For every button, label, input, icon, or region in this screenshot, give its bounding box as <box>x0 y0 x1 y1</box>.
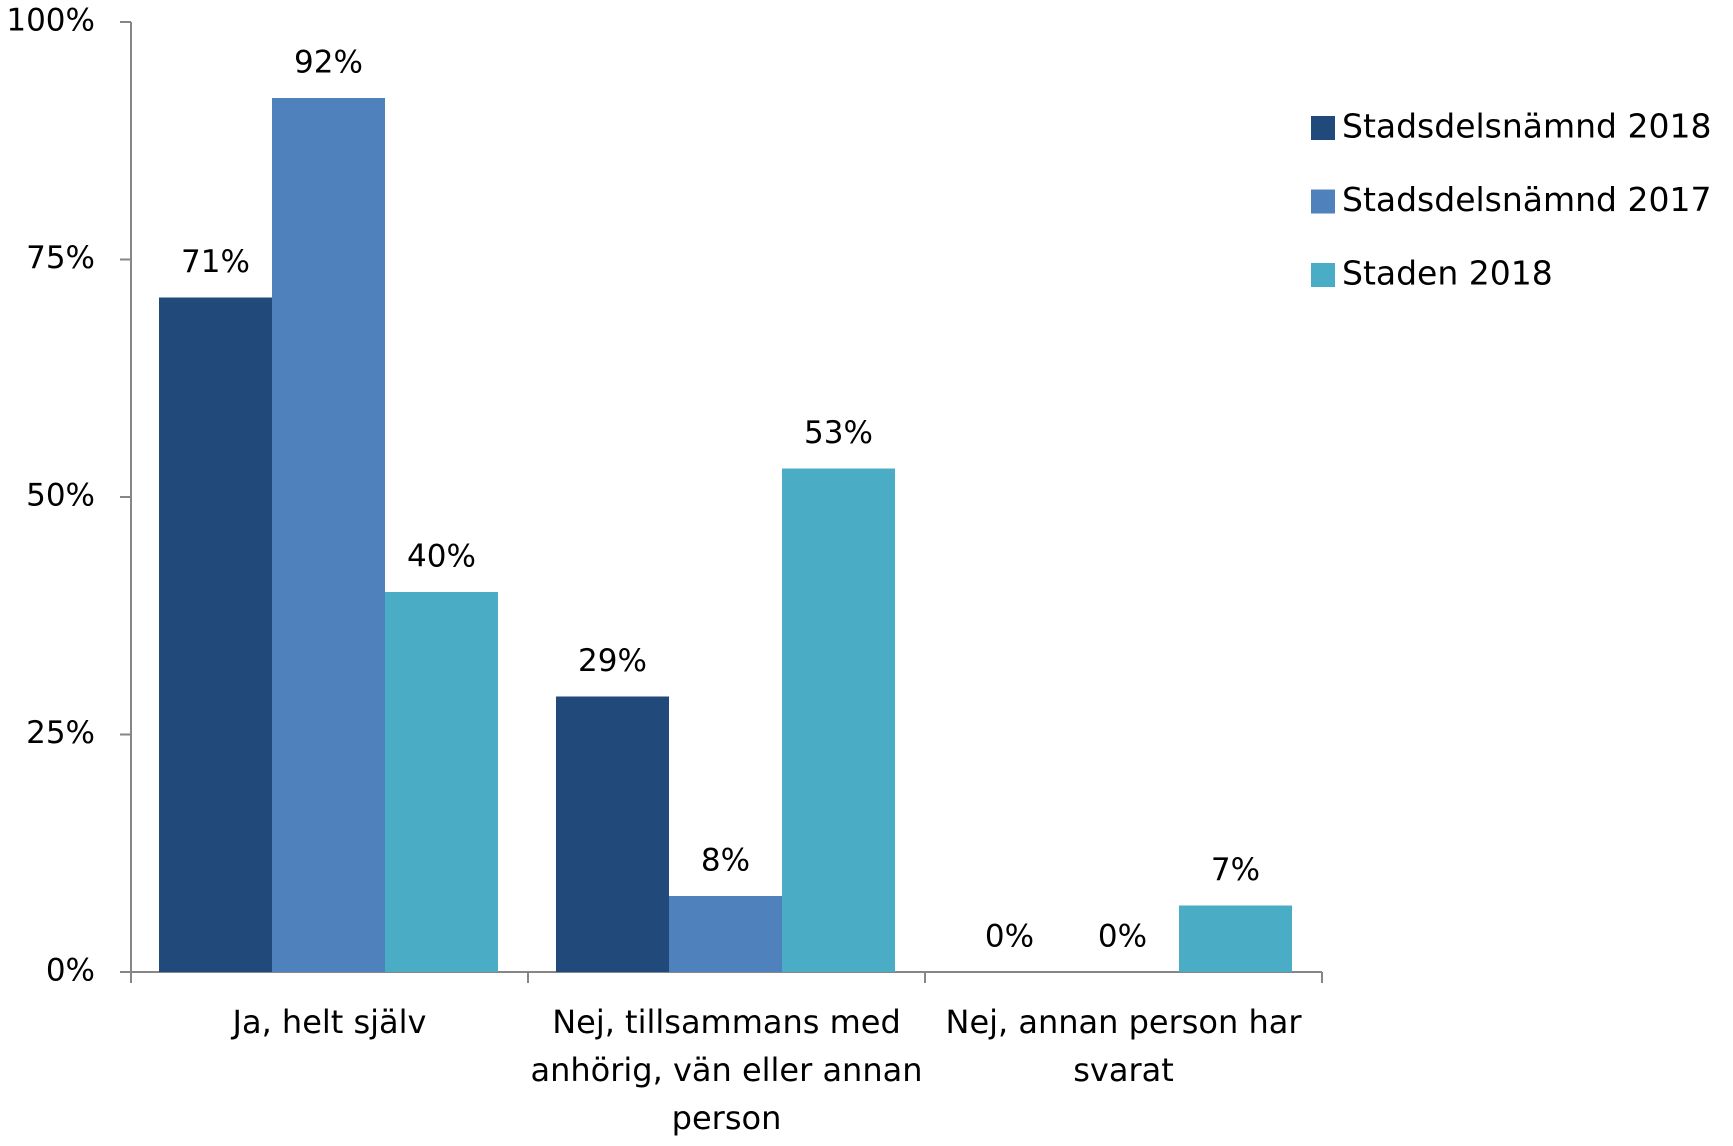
y-tick-label: 25% <box>26 715 95 751</box>
data-label: 29% <box>578 643 647 679</box>
data-label: 40% <box>407 539 476 575</box>
data-label: 92% <box>294 45 363 81</box>
bar <box>272 98 385 972</box>
y-tick-label: 50% <box>26 478 95 514</box>
data-label: 71% <box>181 244 250 280</box>
legend-label: Stadsdelsnämnd 2017 <box>1342 180 1711 219</box>
legend-swatch <box>1311 189 1335 214</box>
data-label: 0% <box>985 919 1034 955</box>
bar <box>159 297 272 972</box>
legend-swatch <box>1311 263 1335 287</box>
bar <box>385 592 498 972</box>
data-label: 7% <box>1211 852 1260 888</box>
x-tick-label: Ja, helt själv <box>232 1003 427 1041</box>
bar <box>556 696 669 972</box>
y-tick-label: 100% <box>6 3 95 39</box>
bar <box>669 896 782 972</box>
x-tick-label: Nej, tillsammans med anhörig, vän eller … <box>530 1003 923 1137</box>
data-label: 53% <box>804 415 873 451</box>
data-label: 0% <box>1098 919 1147 955</box>
data-label: 8% <box>701 843 750 879</box>
bar <box>782 468 895 972</box>
x-tick-label: Nej, annan person har svarat <box>945 1003 1302 1089</box>
bar <box>1179 905 1292 972</box>
y-tick-label: 75% <box>26 240 95 276</box>
y-tick-label: 0% <box>46 953 95 989</box>
legend-label: Staden 2018 <box>1342 254 1553 293</box>
legend-label: Stadsdelsnämnd 2018 <box>1342 107 1711 146</box>
legend-swatch <box>1311 116 1335 140</box>
